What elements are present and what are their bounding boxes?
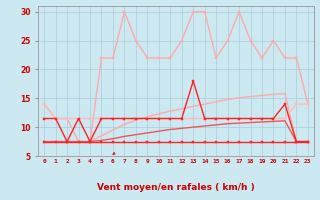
X-axis label: Vent moyen/en rafales ( km/h ): Vent moyen/en rafales ( km/h ) <box>97 183 255 192</box>
